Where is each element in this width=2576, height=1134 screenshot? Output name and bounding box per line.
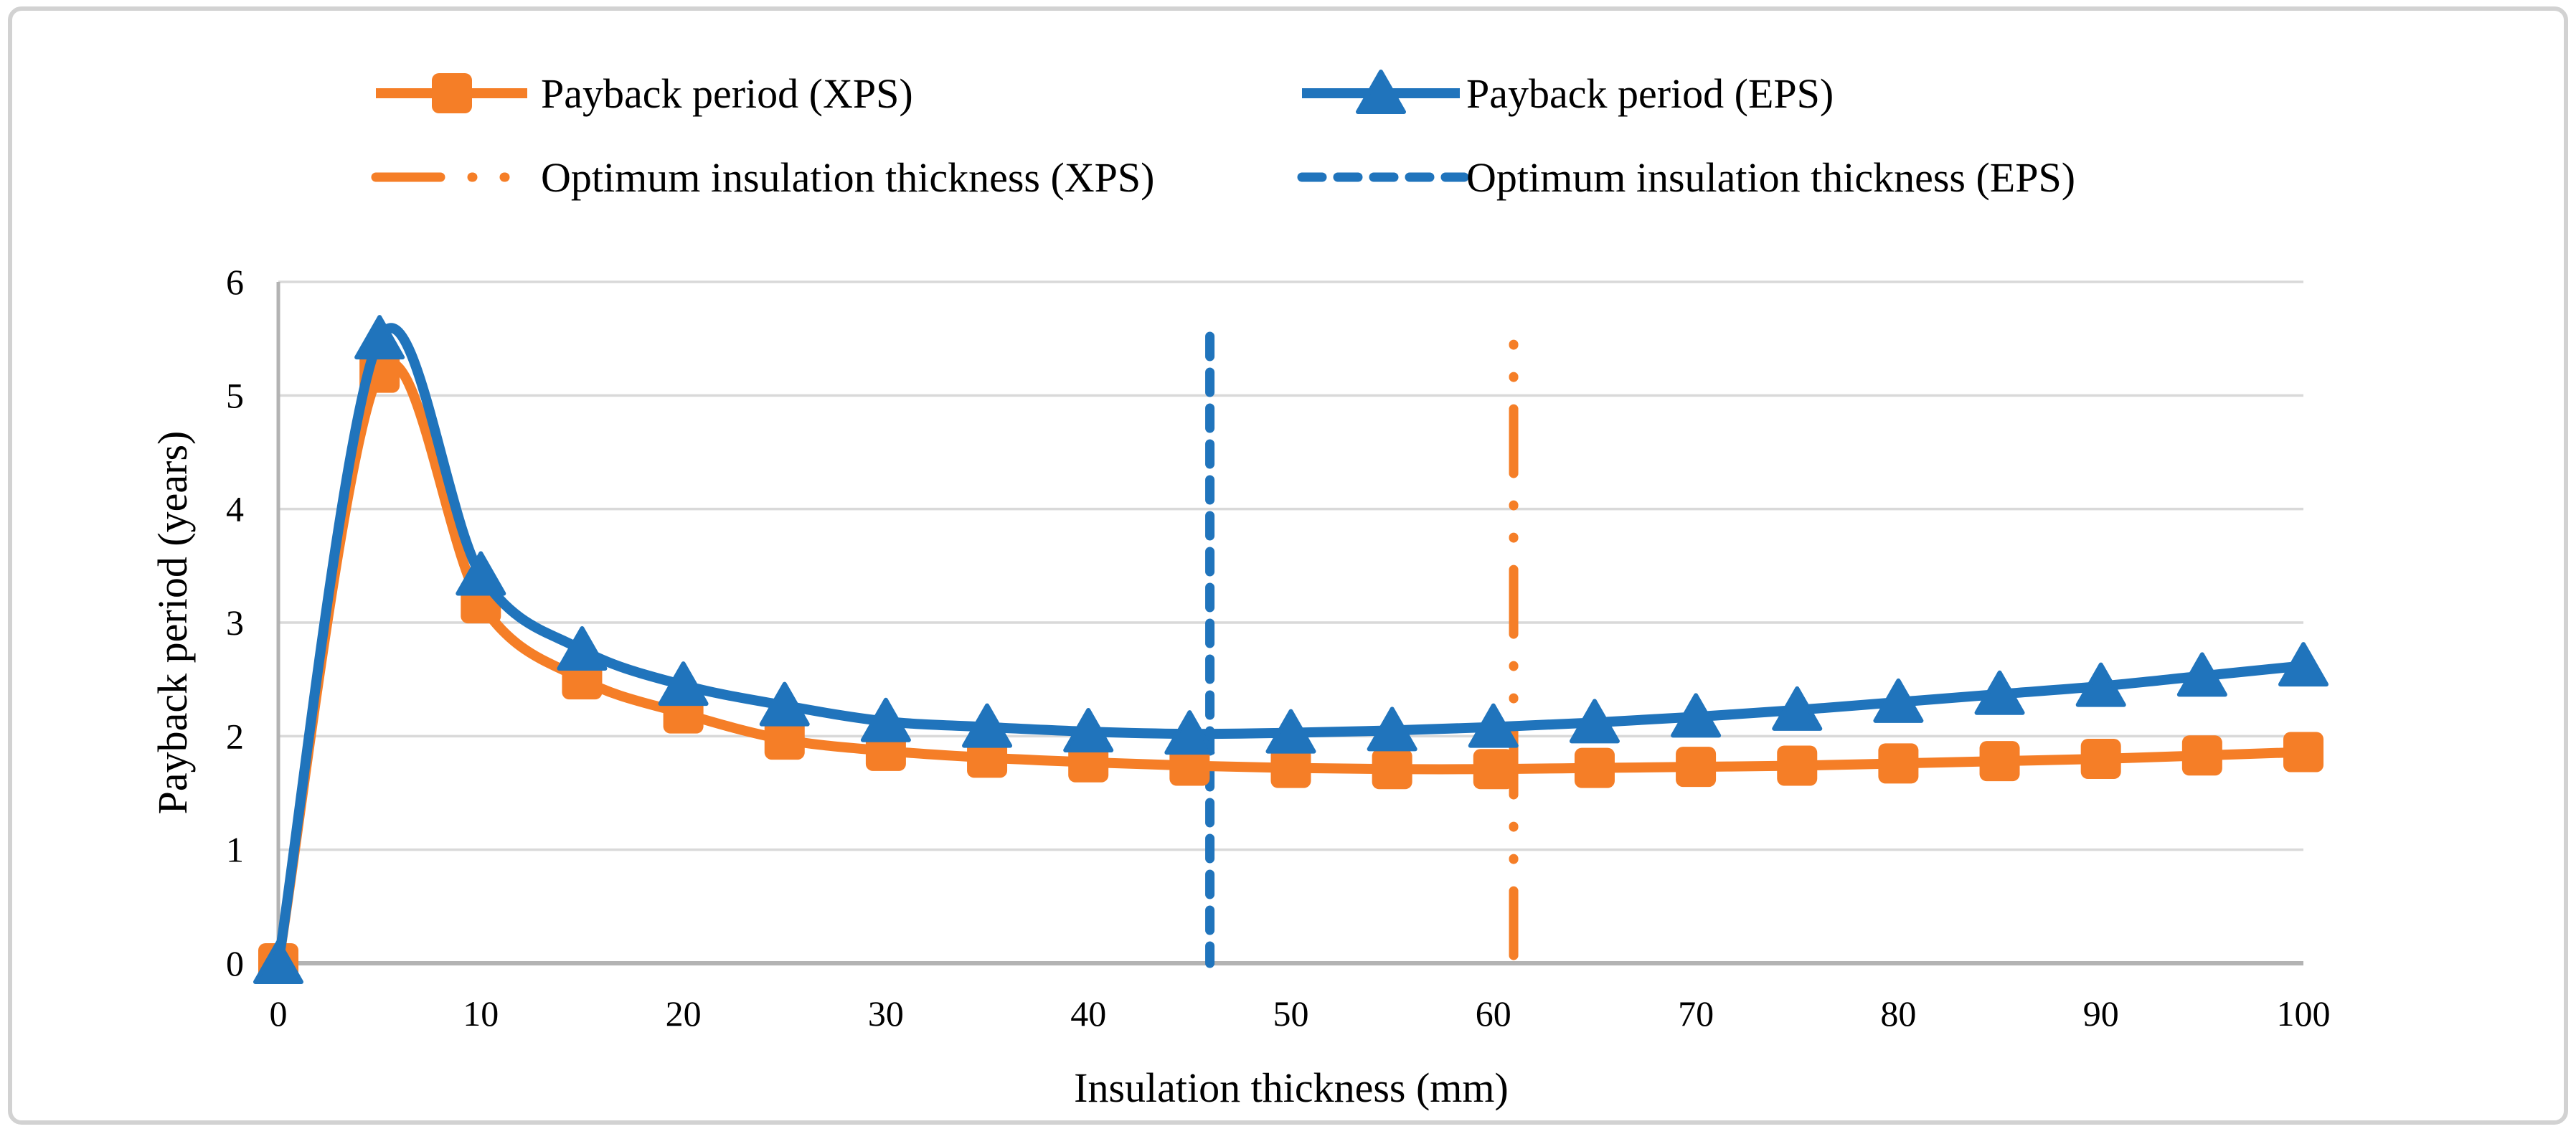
eps-marker	[1164, 710, 1215, 755]
xps-marker	[1878, 743, 1919, 784]
eps-marker	[1569, 699, 1620, 744]
x-tick-label-70: 70	[1678, 993, 1714, 1034]
eps-marker	[2176, 652, 2227, 697]
y-tick-label-1: 1	[226, 830, 244, 870]
y-tick-label-4: 4	[226, 489, 244, 529]
legend-samples	[371, 70, 1469, 182]
tick-labels: 0 10 20 30 40 50 60 70 80 90 100 0 1 2 3 4 5 6	[226, 262, 2331, 1034]
eps-marker	[1265, 709, 1316, 754]
xps-marker	[1979, 741, 2020, 782]
eps-marker	[1974, 670, 2025, 715]
eps-marker	[456, 551, 506, 596]
x-tick-label-60: 60	[1476, 993, 1511, 1034]
gridlines	[278, 280, 2303, 851]
xps-marker	[1270, 747, 1311, 788]
legend-eps-marker	[1356, 70, 1406, 114]
y-tick-label-3: 3	[226, 603, 244, 643]
xps-marker	[2181, 735, 2222, 776]
eps-marker	[253, 940, 303, 984]
eps-marker	[1367, 707, 1417, 752]
legend-label-optimum-xps: Optimum insulation thickness (XPS)	[541, 154, 1155, 201]
eps-marker	[860, 697, 911, 742]
legend-xps-marker	[432, 73, 472, 113]
y-axis-title: Payback period (years)	[149, 431, 196, 815]
eps-marker	[962, 703, 1013, 748]
optimum-vlines	[1205, 331, 1519, 968]
xps-marker	[2283, 732, 2323, 772]
series-line-eps	[273, 323, 2308, 968]
eps-marker	[1873, 678, 1924, 723]
eps-marker	[658, 661, 709, 707]
axes	[276, 282, 2303, 965]
legend-label-payback-xps: Payback period (XPS)	[541, 70, 913, 117]
xps-marker	[1777, 745, 1818, 786]
x-tick-label-80: 80	[1880, 993, 1916, 1034]
eps-marker	[759, 681, 810, 727]
xps-marker	[1169, 745, 1210, 786]
x-tick-label-40: 40	[1070, 993, 1106, 1034]
x-tick-label-10: 10	[463, 993, 499, 1034]
legend-label-payback-eps: Payback period (EPS)	[1466, 70, 1834, 117]
x-tick-label-20: 20	[666, 993, 702, 1034]
x-tick-label-100: 100	[2277, 993, 2331, 1034]
legend-label-optimum-eps: Optimum insulation thickness (EPS)	[1466, 154, 2075, 201]
x-tick-label-0: 0	[270, 993, 288, 1034]
eps-marker	[2075, 662, 2126, 707]
eps-marker	[2278, 642, 2329, 687]
x-axis-title: Insulation thickness (mm)	[1074, 1064, 1509, 1111]
xps-marker	[1473, 749, 1514, 790]
legend: Payback period (XPS) Payback period (EPS…	[371, 70, 2075, 201]
eps-marker	[1671, 693, 1722, 738]
y-tick-label-5: 5	[226, 375, 244, 415]
series-eps	[253, 315, 2329, 984]
y-tick-label-0: 0	[226, 943, 244, 983]
y-tick-label-2: 2	[226, 716, 244, 756]
xps-marker	[764, 719, 805, 760]
data-series	[253, 315, 2329, 984]
eps-marker	[1468, 703, 1519, 748]
eps-marker	[1772, 686, 1823, 731]
xps-marker	[1372, 749, 1412, 790]
eps-marker	[1063, 708, 1114, 752]
x-tick-label-50: 50	[1273, 993, 1309, 1034]
figure-border	[8, 6, 2568, 1125]
y-tick-label-6: 6	[226, 262, 244, 302]
xps-marker	[2080, 739, 2121, 779]
xps-marker	[1574, 747, 1615, 788]
eps-marker	[354, 315, 405, 360]
x-tick-label-30: 30	[868, 993, 904, 1034]
xps-marker	[1676, 747, 1717, 788]
eps-marker	[557, 626, 608, 671]
x-tick-label-90: 90	[2083, 993, 2119, 1034]
